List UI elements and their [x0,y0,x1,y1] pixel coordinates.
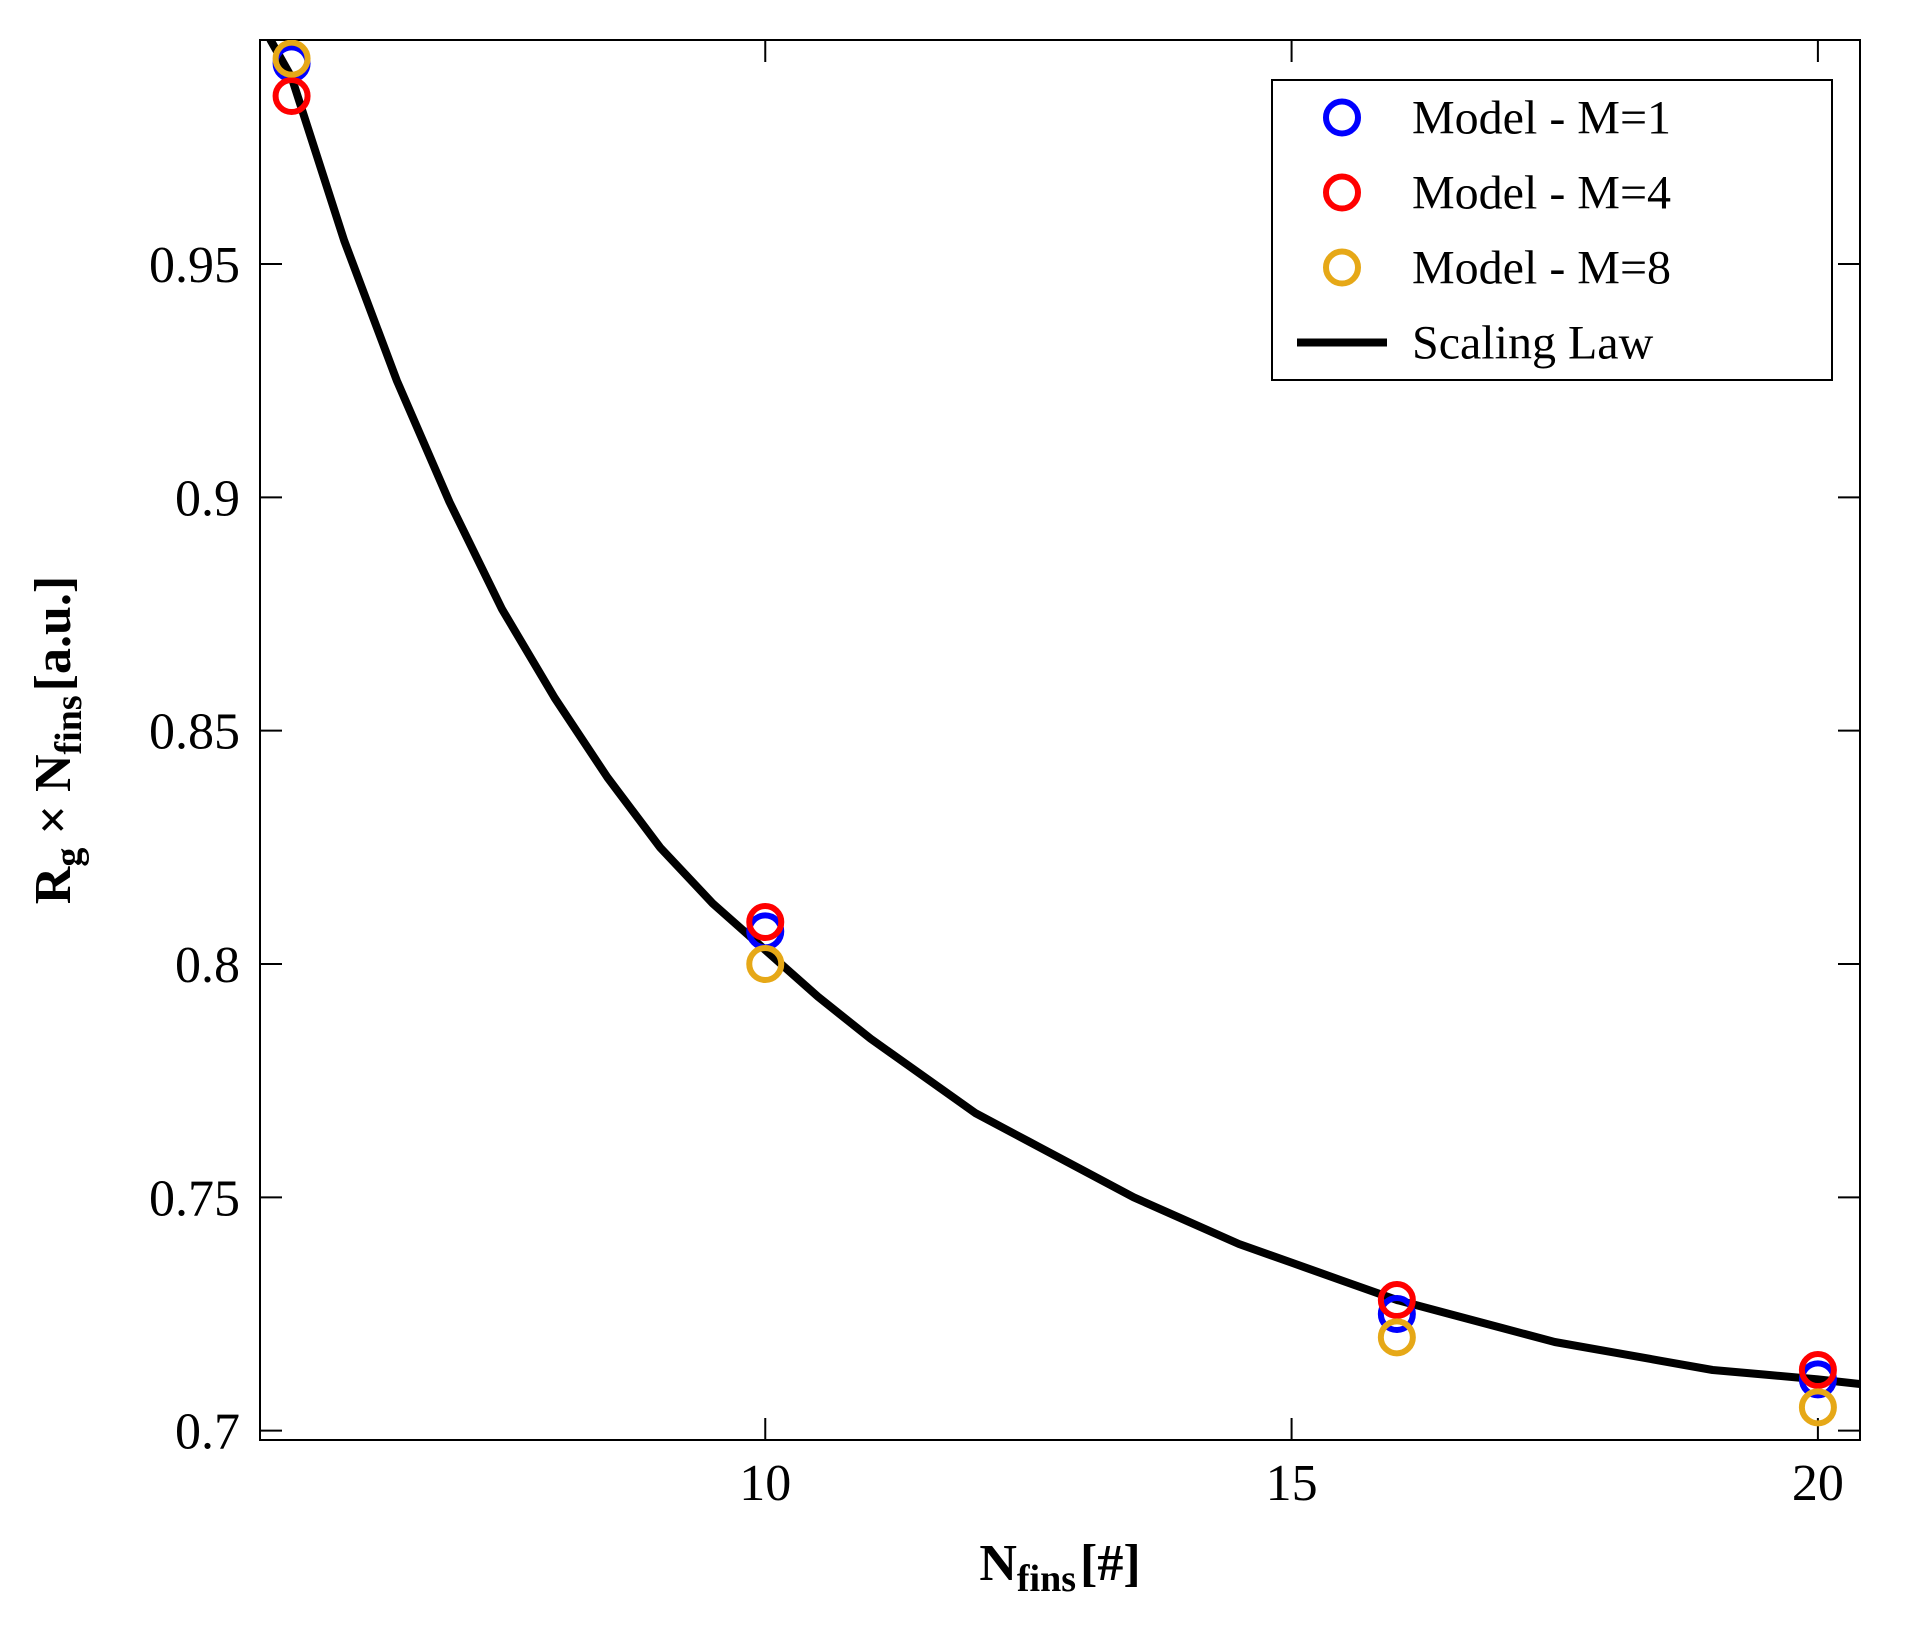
chart-container: 1015200.70.750.80.850.90.95Nfins[#]Rg × … [0,0,1912,1645]
y-tick-label: 0.8 [175,937,240,994]
legend-label: Model - M=4 [1412,167,1671,220]
y-tick-label: 0.85 [149,704,240,761]
legend-label: Scaling Law [1412,317,1654,370]
y-tick-label: 0.9 [175,470,240,527]
x-tick-label: 20 [1792,1455,1844,1512]
x-tick-label: 15 [1266,1455,1318,1512]
y-tick-label: 0.95 [149,237,240,294]
legend: Model - M=1 Model - M=4 Model - M=8 Scaling… [1272,80,1832,380]
chart-svg: 1015200.70.750.80.850.90.95Nfins[#]Rg × … [0,0,1912,1645]
legend-label: Model - M=8 [1412,242,1671,295]
legend-label: Model - M=1 [1412,92,1671,145]
x-tick-label: 10 [739,1455,791,1512]
y-tick-label: 0.7 [175,1404,240,1461]
y-tick-label: 0.75 [149,1170,240,1227]
